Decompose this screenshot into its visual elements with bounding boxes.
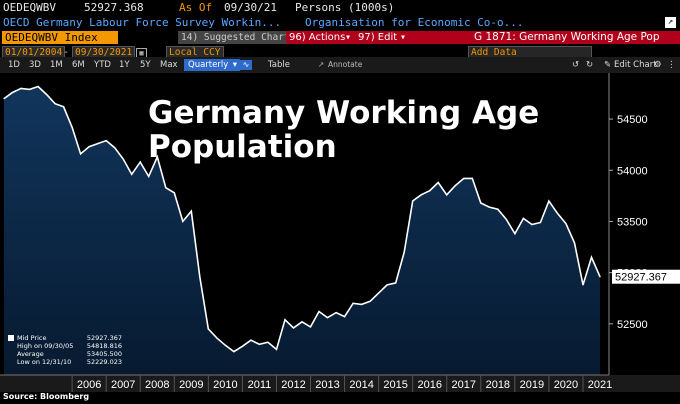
y-tick-label: 53500 <box>617 216 648 228</box>
redo-icon[interactable]: ↻ <box>586 60 594 70</box>
actions-bar <box>286 31 680 44</box>
legend-row-average: Average 53405.500 <box>8 350 122 358</box>
period-1d[interactable]: 1D <box>8 60 20 70</box>
security-description: OECD Germany Labour Force Survey Workin.… <box>3 16 282 29</box>
x-tick-label: 2016 <box>417 379 441 391</box>
legend-avg-label: Average <box>17 350 44 358</box>
x-tick-label: 2009 <box>179 379 203 391</box>
last-price: 52927.368 <box>84 1 144 14</box>
period-max[interactable]: Max <box>160 60 178 70</box>
x-tick-label: 2007 <box>111 379 135 391</box>
edit-chart-icon[interactable]: ✎ <box>604 60 612 70</box>
security-source: Organisation for Economic Co-o... <box>305 16 524 29</box>
x-tick-label: 2015 <box>383 379 407 391</box>
legend-row-mid: Mid Price 52927.367 <box>8 334 122 342</box>
period-5y[interactable]: 5Y <box>140 60 151 70</box>
period-1m[interactable]: 1M <box>50 60 63 70</box>
series-area-fill <box>4 86 600 375</box>
edit-menu[interactable]: 97) Edit <box>358 32 398 43</box>
x-tick-label: 2011 <box>248 379 272 391</box>
more-icon[interactable]: ⋮ <box>667 60 676 70</box>
y-axis-panel <box>609 73 680 375</box>
security-description-row: OECD Germany Labour Force Survey Workin.… <box>0 15 680 30</box>
legend-low-value: 52229.023 <box>86 358 122 366</box>
chevron-down-icon: ▾ <box>232 60 237 70</box>
table-button[interactable]: Table <box>268 60 290 70</box>
last-value-label: 52927.367 <box>615 272 667 284</box>
security-header: OEDEQWBV 52927.368 As Of 09/30/21 Person… <box>0 0 680 15</box>
legend-mid-value: 52927.367 <box>86 334 122 342</box>
annotate-button[interactable]: Annotate <box>328 60 363 69</box>
units-label: Persons (1000s) <box>295 1 395 14</box>
x-tick-label: 2006 <box>77 379 101 391</box>
command-bar: OEDEQWBV Index 14) Suggested Charts 96) … <box>0 30 680 45</box>
legend-high-value: 54818.816 <box>86 342 122 350</box>
edit-dropdown-icon[interactable]: ▾ <box>400 32 407 43</box>
legend-low-label: Low on 12/31/10 <box>17 358 72 366</box>
as-of-date: 09/30/21 <box>224 1 277 14</box>
x-tick-label: 2021 <box>588 379 612 391</box>
annotate-icon[interactable]: ↗ <box>318 60 325 69</box>
area-chart: 525005300053500540005450052927.367200620… <box>0 73 680 392</box>
line-chart-icon[interactable]: ∿ <box>240 60 252 70</box>
ticker-symbol: OEDEQWBV <box>3 1 56 14</box>
suggested-charts-button[interactable]: 14) Suggested Charts <box>178 31 299 44</box>
period-1y[interactable]: 1Y <box>119 60 130 70</box>
undo-icon[interactable]: ↺ <box>572 60 580 70</box>
x-tick-label: 2018 <box>486 379 510 391</box>
security-input[interactable]: OEDEQWBV Index <box>2 31 118 44</box>
legend-swatch <box>8 335 14 341</box>
x-tick-label: 2010 <box>213 379 237 391</box>
x-tick-label: 2017 <box>452 379 476 391</box>
edit-chart-button[interactable]: Edit Chart <box>614 60 657 70</box>
x-tick-label: 2008 <box>145 379 169 391</box>
series-line <box>3 85 601 353</box>
frequency-select[interactable]: Quarterly ▾ <box>184 59 240 71</box>
chart-overlay-title: Germany Working Age Population <box>148 96 539 164</box>
external-link-icon[interactable]: ↗ <box>665 17 676 28</box>
y-tick-label: 54500 <box>617 114 648 126</box>
legend-mid-label: Mid Price <box>17 334 47 342</box>
legend-row-high: High on 09/30/05 54818.816 <box>8 342 122 350</box>
chart-toolbar: 1D 3D 1M 6M YTD 1Y 5Y Max Quarterly ▾ ∿ … <box>0 57 680 73</box>
legend-avg-value: 53405.500 <box>86 350 122 358</box>
x-axis-panel <box>0 375 680 392</box>
chart-overlay-title-line2: Population <box>148 129 337 165</box>
y-tick-label: 52500 <box>617 319 648 331</box>
x-tick-label: 2019 <box>520 379 544 391</box>
range-separator: - <box>63 47 70 58</box>
legend-high-label: High on 09/30/05 <box>17 342 74 350</box>
as-of-label: As Of <box>179 1 213 14</box>
chart-overlay-title-line1: Germany Working Age <box>148 95 540 131</box>
date-range-bar: 01/01/2004 - 09/30/2021 ▦ Local CCY Add … <box>0 45 680 60</box>
period-6m[interactable]: 6M <box>72 60 85 70</box>
last-value-box <box>612 269 680 284</box>
actions-dropdown-icon[interactable]: ▾ <box>345 32 352 43</box>
x-tick-label: 2012 <box>281 379 305 391</box>
actions-menu[interactable]: 96) Actions <box>289 32 346 43</box>
x-tick-label: 2014 <box>349 379 373 391</box>
graph-title: G 1871: Germany Working Age Pop <box>474 31 660 43</box>
source-label: Source: Bloomberg <box>3 392 90 401</box>
frequency-label: Quarterly <box>188 60 229 70</box>
period-3d[interactable]: 3D <box>29 60 41 70</box>
y-tick-label: 54000 <box>617 165 648 177</box>
x-tick-label: 2013 <box>315 379 339 391</box>
period-ytd[interactable]: YTD <box>94 60 111 70</box>
legend-row-low: Low on 12/31/10 52229.023 <box>8 358 122 366</box>
gear-icon[interactable]: ⚙ <box>654 60 662 70</box>
chart-legend: Mid Price 52927.367 High on 09/30/05 548… <box>8 334 122 374</box>
x-tick-label: 2020 <box>554 379 578 391</box>
